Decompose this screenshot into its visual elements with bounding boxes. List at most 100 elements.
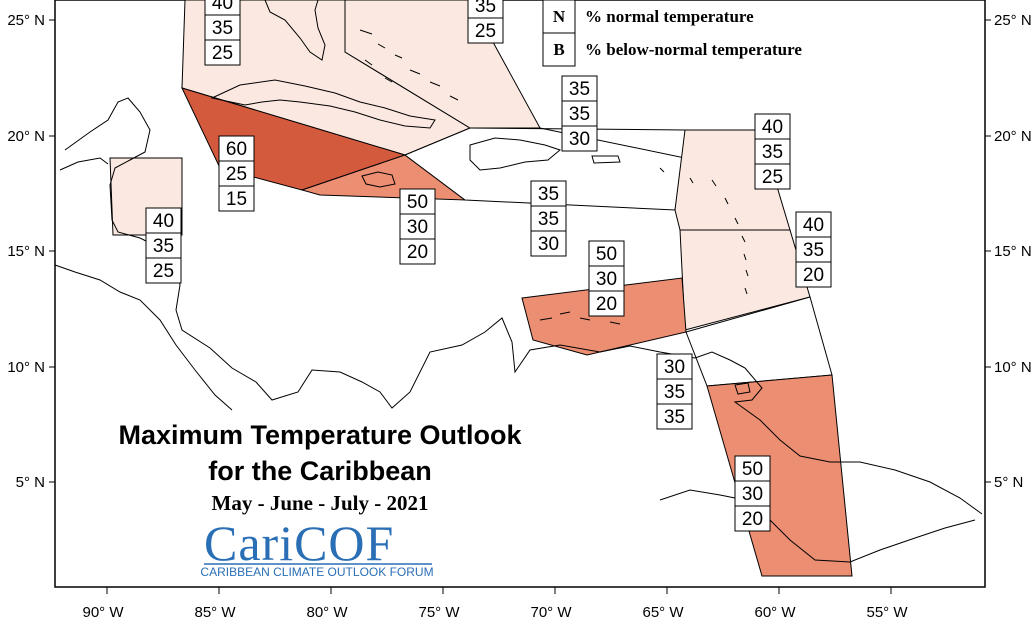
x-tick-label: 75° W (418, 604, 460, 621)
x-tick-label: 85° W (194, 604, 236, 621)
box-value: 50 (407, 192, 428, 213)
map-title-line1: Maximum Temperature Outlook (118, 420, 522, 450)
coast-trinidad (734, 382, 751, 395)
box-value: 40 (153, 211, 174, 232)
box-value: 35 (153, 236, 174, 257)
x-tick-label: 70° W (530, 604, 572, 621)
coast-central-america (64, 97, 746, 409)
coast-guiana-interior (659, 489, 976, 563)
legend-label: % normal temperature (585, 7, 754, 26)
trinidad-box: 30 35 35 (656, 353, 693, 430)
windwards-box: 40 35 20 (795, 211, 832, 288)
coast-jamaica (361, 171, 396, 188)
x-tick-label: 80° W (306, 604, 348, 621)
coast-bahamas (359, 29, 459, 101)
axis-ticks (49, 19, 991, 594)
coast-cuba (210, 79, 436, 129)
legend-key-box (542, 0, 576, 34)
box-value: 35 (664, 382, 685, 403)
legend-letter: B (553, 40, 564, 59)
coast-hispaniola (469, 137, 562, 171)
map-period: May - June - July - 2021 (212, 491, 429, 515)
box-value: 25 (226, 164, 247, 185)
y-tick-label: 25° N (7, 12, 45, 29)
cayman-box: 60 25 15 (218, 135, 255, 212)
y-tick-label: 10° N (7, 359, 45, 376)
y-axis-labels-right: 25° N 20° N 15° N 10° N 5° N (994, 12, 1032, 491)
box-value: 35 (538, 209, 559, 230)
x-tick-label: 60° W (754, 604, 796, 621)
bahamas-box: 35 25 (467, 0, 504, 44)
box-value: 35 (664, 407, 685, 428)
box-value: 40 (762, 117, 783, 138)
box-value: 25 (762, 167, 783, 188)
y-tick-label: 5° N (994, 474, 1023, 491)
box-value: 35 (538, 184, 559, 205)
box-value: 20 (407, 242, 428, 263)
box-value: 40 (212, 0, 233, 14)
box-value: 30 (407, 217, 428, 238)
y-tick-label: 20° N (994, 128, 1032, 145)
box-value: 25 (153, 261, 174, 282)
y-tick-label: 5° N (16, 474, 45, 491)
turks-caicos-box: 35 35 30 (561, 75, 598, 152)
y-tick-label: 15° N (7, 243, 45, 260)
coast-yucatan (59, 157, 109, 171)
coast-abc-islands (539, 311, 621, 325)
box-value: 30 (538, 234, 559, 255)
legend-label: % below-normal temperature (585, 40, 802, 59)
coast-south-america (733, 367, 983, 515)
box-value: 35 (569, 104, 590, 125)
logo-subtitle: CARIBBEAN CLIMATE OUTLOOK FORUM (200, 565, 433, 579)
coastlines (54, 0, 983, 563)
box-value: 20 (803, 265, 824, 286)
florida-box: 40 35 25 (204, 0, 241, 66)
y-tick-label: 15° N (994, 243, 1032, 260)
box-value: 30 (664, 357, 685, 378)
box-value: 60 (226, 139, 247, 160)
x-tick-label: 55° W (866, 604, 908, 621)
logo-wordmark: CariCOF (204, 515, 394, 571)
legend: N B % normal temperature % below-normal … (542, 0, 802, 67)
box-value: 20 (596, 294, 617, 315)
box-value: 35 (569, 79, 590, 100)
guianas-box: 50 30 20 (734, 455, 771, 532)
jamaica-box: 50 30 20 (399, 188, 436, 265)
abc-islands-box: 50 30 20 (588, 240, 625, 317)
coast-lesser-antilles (659, 167, 749, 295)
legend-key-box (542, 32, 576, 67)
map-title-line2: for the Caribbean (208, 456, 432, 486)
box-value: 35 (212, 18, 233, 39)
y-tick-label: 20° N (7, 128, 45, 145)
box-value: 20 (742, 509, 763, 530)
belize-box: 40 35 25 (145, 207, 182, 284)
hispaniola-box: 35 35 30 (530, 180, 567, 257)
box-value: 15 (226, 189, 247, 210)
y-tick-label: 10° N (994, 359, 1032, 376)
box-value: 35 (762, 142, 783, 163)
y-axis-labels-left: 25° N 20° N 15° N 10° N 5° N (7, 12, 45, 491)
box-value: 35 (803, 240, 824, 261)
box-value: 30 (596, 269, 617, 290)
forecast-boxes: 40 35 25 35 25 35 35 30 40 35 25 (145, 0, 832, 532)
box-value: 40 (803, 215, 824, 236)
title-block: Maximum Temperature Outlook for the Cari… (118, 420, 522, 515)
y-tick-label: 25° N (994, 12, 1032, 29)
x-axis-labels: 90° W 85° W 80° W 75° W 70° W 65° W 60° … (82, 604, 908, 621)
x-tick-label: 90° W (82, 604, 124, 621)
box-value: 30 (569, 129, 590, 150)
box-value: 35 (475, 0, 496, 17)
coast-mexico (54, 264, 233, 411)
legend-letter: N (553, 7, 566, 26)
northern-leewards-box: 40 35 25 (754, 113, 791, 190)
box-value: 50 (742, 459, 763, 480)
box-value: 50 (596, 244, 617, 265)
box-value: 30 (742, 484, 763, 505)
coast-puerto-rico (591, 155, 621, 164)
box-value: 25 (212, 43, 233, 64)
forecast-regions (109, 0, 853, 577)
box-value: 25 (475, 21, 496, 42)
coast-florida (264, 0, 326, 61)
caricof-logo: CariCOF CARIBBEAN CLIMATE OUTLOOK FORUM (200, 515, 433, 579)
